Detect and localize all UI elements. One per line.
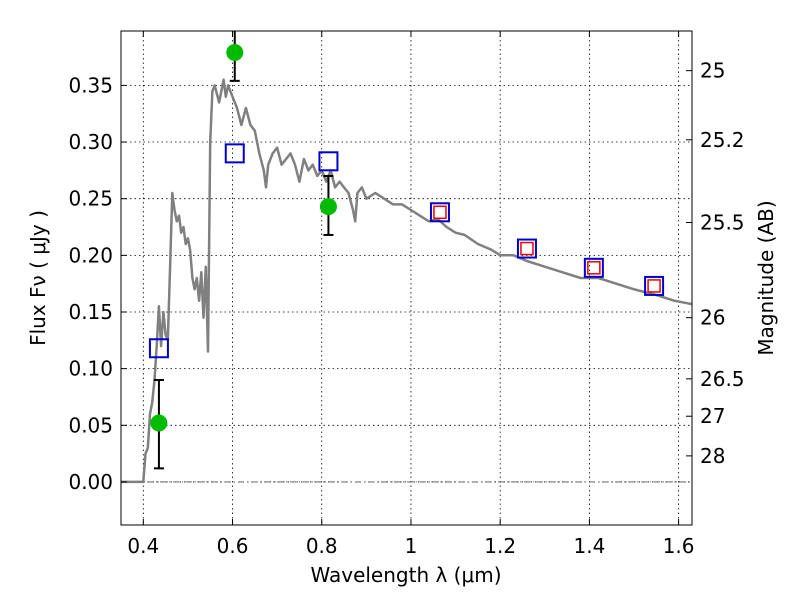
y-tick-label: 0.30 [68,130,113,154]
right-tick-label: 28 [700,444,725,468]
y-tick-label: 0.35 [68,73,113,97]
red-square-marker [587,261,601,275]
photometry-point [319,198,337,216]
y-tick-label: 0.00 [68,470,113,494]
x-axis-label: Wavelength λ (μm) [310,563,501,587]
x-tick-label: 0.4 [127,534,159,558]
tick-labels: 0.4 0.6 0.8 1 1.2 1.4 1.6 0.00 0.05 0.10 0.15 0.20 0… [68,59,744,558]
x-tick-label: 1.6 [663,534,695,558]
y-tick-label: 0.25 [68,187,113,211]
right-tick-label: 25.2 [700,128,745,152]
axis-ticks [121,31,692,525]
photometry-point [150,414,168,432]
blue-square-marker [148,338,169,359]
x-tick-label: 0.8 [306,534,338,558]
right-axis-label: Magnitude (AB) [754,200,778,355]
x-tick-label: 1.4 [573,534,605,558]
y-tick-label: 0.20 [68,243,113,267]
photometry-point [226,44,244,62]
right-tick-label: 27 [700,404,725,428]
y-axis-label: Flux Fν ( μJy ) [26,210,50,346]
red-square-marker [520,241,534,256]
y-tick-label: 0.10 [68,357,113,381]
blue-square-marker [318,151,339,172]
red-square-marker [647,279,661,293]
x-tick-label: 1 [405,534,418,558]
x-tick-label: 0.6 [217,534,249,558]
spectrum-line [121,78,692,484]
blue-square-marker [583,257,604,278]
right-tick-label: 25.5 [700,210,745,234]
y-tick-label: 0.15 [68,300,113,324]
blue-square-marker [644,275,665,296]
right-tick-label: 26.5 [700,367,745,391]
y-tick-label: 0.05 [68,413,113,437]
right-tick-label: 26 [700,306,725,330]
blue-square-marker [516,238,537,259]
blue-square-marker [429,202,450,223]
right-tick-label: 25 [700,59,725,83]
blue-square-marker [224,143,245,164]
plot-frame [120,30,693,526]
x-tick-label: 1.2 [484,534,516,558]
red-square-marker [433,205,447,220]
plot-area [121,31,692,484]
